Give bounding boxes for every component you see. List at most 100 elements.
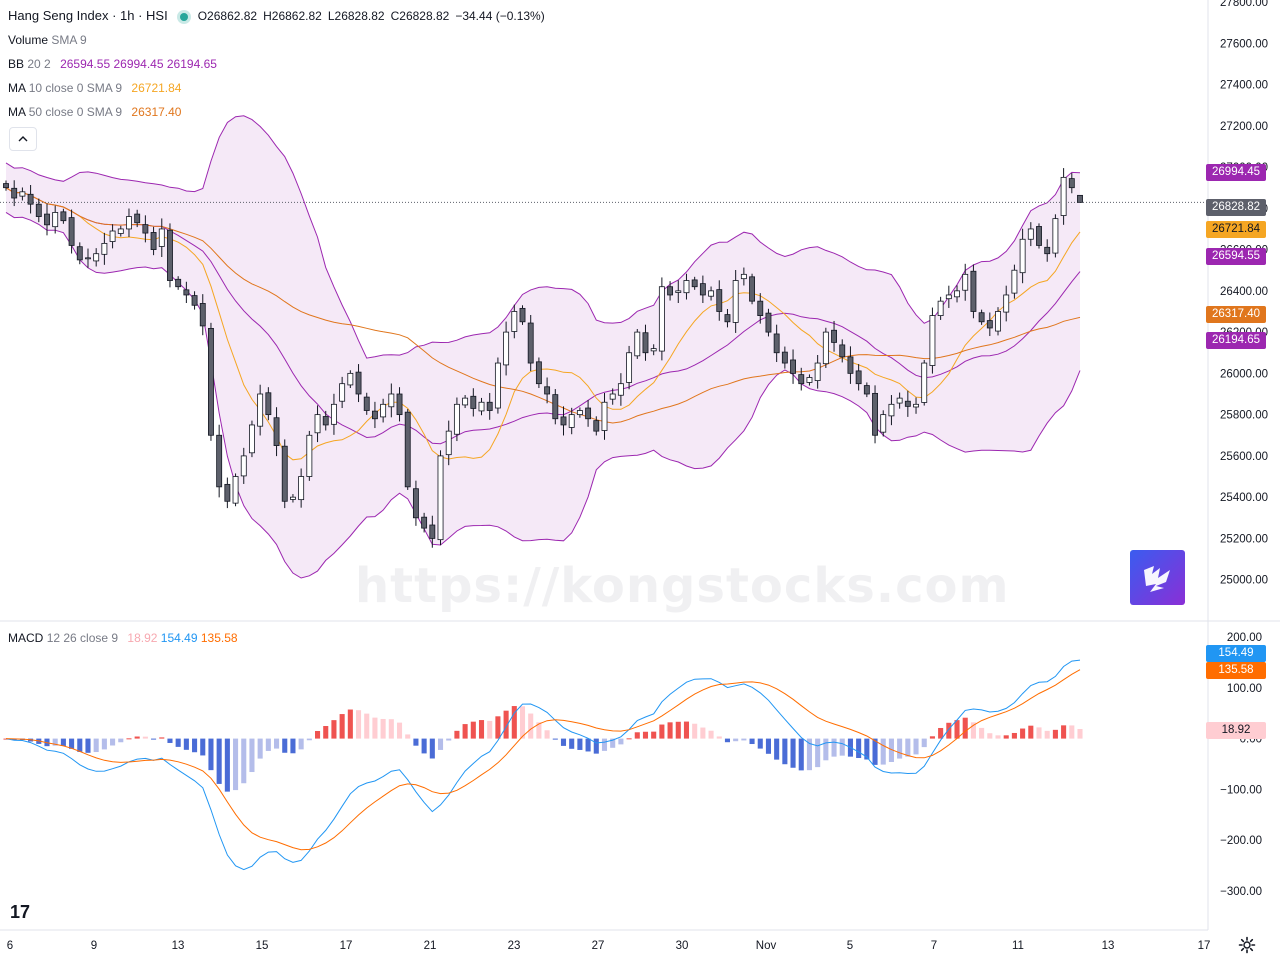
candle-body: [314, 414, 321, 434]
macd-hist-bar: [987, 733, 993, 739]
candle-body: [675, 290, 682, 293]
macd-hist-bar: [823, 738, 829, 761]
candle-body: [798, 374, 805, 385]
macd-hist-bar: [462, 724, 468, 739]
candle: [1027, 222, 1034, 247]
macd-hist-bar: [651, 731, 657, 739]
candle: [3, 180, 9, 191]
candle-body: [822, 331, 829, 365]
macd-hist-bar: [77, 738, 83, 752]
candle-body: [872, 392, 878, 436]
candle-body: [388, 393, 395, 408]
candle-body: [445, 430, 452, 456]
candle-body: [888, 403, 895, 417]
collapse-legend-button[interactable]: [9, 127, 37, 151]
macd-hist-bar: [872, 738, 878, 765]
candle-body: [585, 407, 592, 420]
candle-body: [962, 273, 969, 291]
macd-hist-bar: [1044, 730, 1050, 739]
candle: [290, 494, 296, 503]
candle-body: [117, 228, 124, 234]
candle: [962, 263, 969, 301]
candle: [1068, 173, 1075, 194]
price-tick-label: 27600.00: [1220, 38, 1268, 50]
candle: [716, 280, 723, 321]
bb-lower-line: [5, 211, 1081, 579]
candle-body: [863, 385, 870, 395]
symbol-legend: Hang Seng Index · 1h · HSI O26862.82 H2686…: [8, 8, 551, 24]
moving-averages: [0, 187, 1208, 461]
legend-ma10[interactable]: MA 10 close 0 SMA 9 26721.84: [8, 80, 181, 96]
legend-macd[interactable]: MACD 12 26 close 9 18.92 154.49 135.58: [8, 630, 238, 646]
macd-hist-bar: [454, 730, 460, 739]
candle: [306, 430, 313, 481]
macd-hist-bar: [552, 738, 558, 740]
candle: [929, 307, 936, 374]
macd-hist-bar: [1077, 728, 1083, 739]
candle: [658, 277, 665, 361]
legend-bb[interactable]: BB 20 2 26594.55 26994.45 26194.65: [8, 56, 217, 72]
ohlc-values: O26862.82 H26862.82 L26828.82 C26828.82 −34.…: [198, 9, 551, 23]
candle-body: [527, 322, 534, 364]
candle-body: [3, 183, 9, 189]
macd-hist-bar: [790, 738, 796, 768]
time-tick-label: 17: [340, 940, 353, 952]
macd-hist-bar: [216, 738, 222, 784]
tag-bb-upper: 26994.45: [1206, 164, 1266, 181]
candle-body: [208, 327, 214, 436]
macd-hist-bar: [183, 738, 189, 750]
candle: [503, 321, 510, 376]
tag-bb-lower: 26194.65: [1206, 332, 1266, 349]
candle-body: [249, 424, 255, 454]
gear-icon[interactable]: [1238, 936, 1256, 954]
candle: [44, 203, 50, 236]
candle-body: [60, 211, 67, 222]
candle: [93, 248, 100, 267]
candle: [642, 324, 649, 361]
bb-upper-line: [5, 115, 1081, 359]
tradingview-logo[interactable]: 17: [10, 902, 31, 922]
candle-body: [347, 372, 354, 386]
candle: [158, 218, 165, 258]
candle-body: [601, 401, 608, 431]
macd-hist-bar: [913, 738, 919, 755]
legend-volume[interactable]: Volume SMA 9: [8, 32, 87, 48]
volume-params: SMA 9: [51, 33, 87, 47]
macd-hist-bar: [380, 718, 386, 739]
candle-body: [486, 401, 493, 411]
candle: [1011, 264, 1018, 299]
macd-hist-bar: [938, 727, 944, 739]
candle: [314, 405, 321, 443]
candle-body: [535, 361, 542, 385]
symbol-title[interactable]: Hang Seng Index · 1h · HSI: [8, 8, 168, 23]
macd-hist-bar: [446, 738, 452, 741]
ma10-value: 26721.84: [131, 81, 182, 95]
candle: [60, 208, 67, 224]
candle-body: [986, 320, 993, 329]
candle: [462, 395, 469, 409]
macd-hist-bar: [733, 738, 739, 742]
bb-fill: [6, 115, 1080, 579]
macd-hist-bar: [601, 738, 608, 751]
candle-body: [429, 524, 436, 539]
macd-hist-bar: [110, 738, 116, 746]
candle-body: [568, 414, 575, 428]
candle: [412, 480, 419, 526]
price-tick-label: 27200.00: [1220, 121, 1268, 133]
candle-body: [699, 283, 706, 296]
time-tick-label: 23: [508, 940, 521, 952]
legend-ma50[interactable]: MA 50 close 0 SMA 9 26317.40: [8, 104, 181, 120]
price-tick-label: 26400.00: [1220, 286, 1268, 298]
candle: [667, 281, 674, 301]
macd-hist-bar: [151, 738, 157, 740]
candle-body: [478, 401, 485, 412]
candle: [519, 305, 526, 325]
candle: [822, 327, 829, 369]
macd-hist-bar: [700, 727, 706, 739]
brand-logo-badge: [1130, 550, 1185, 605]
ma50-name: MA: [8, 105, 26, 119]
candle: [150, 226, 157, 256]
candle-body: [281, 445, 288, 502]
candle: [232, 473, 239, 507]
